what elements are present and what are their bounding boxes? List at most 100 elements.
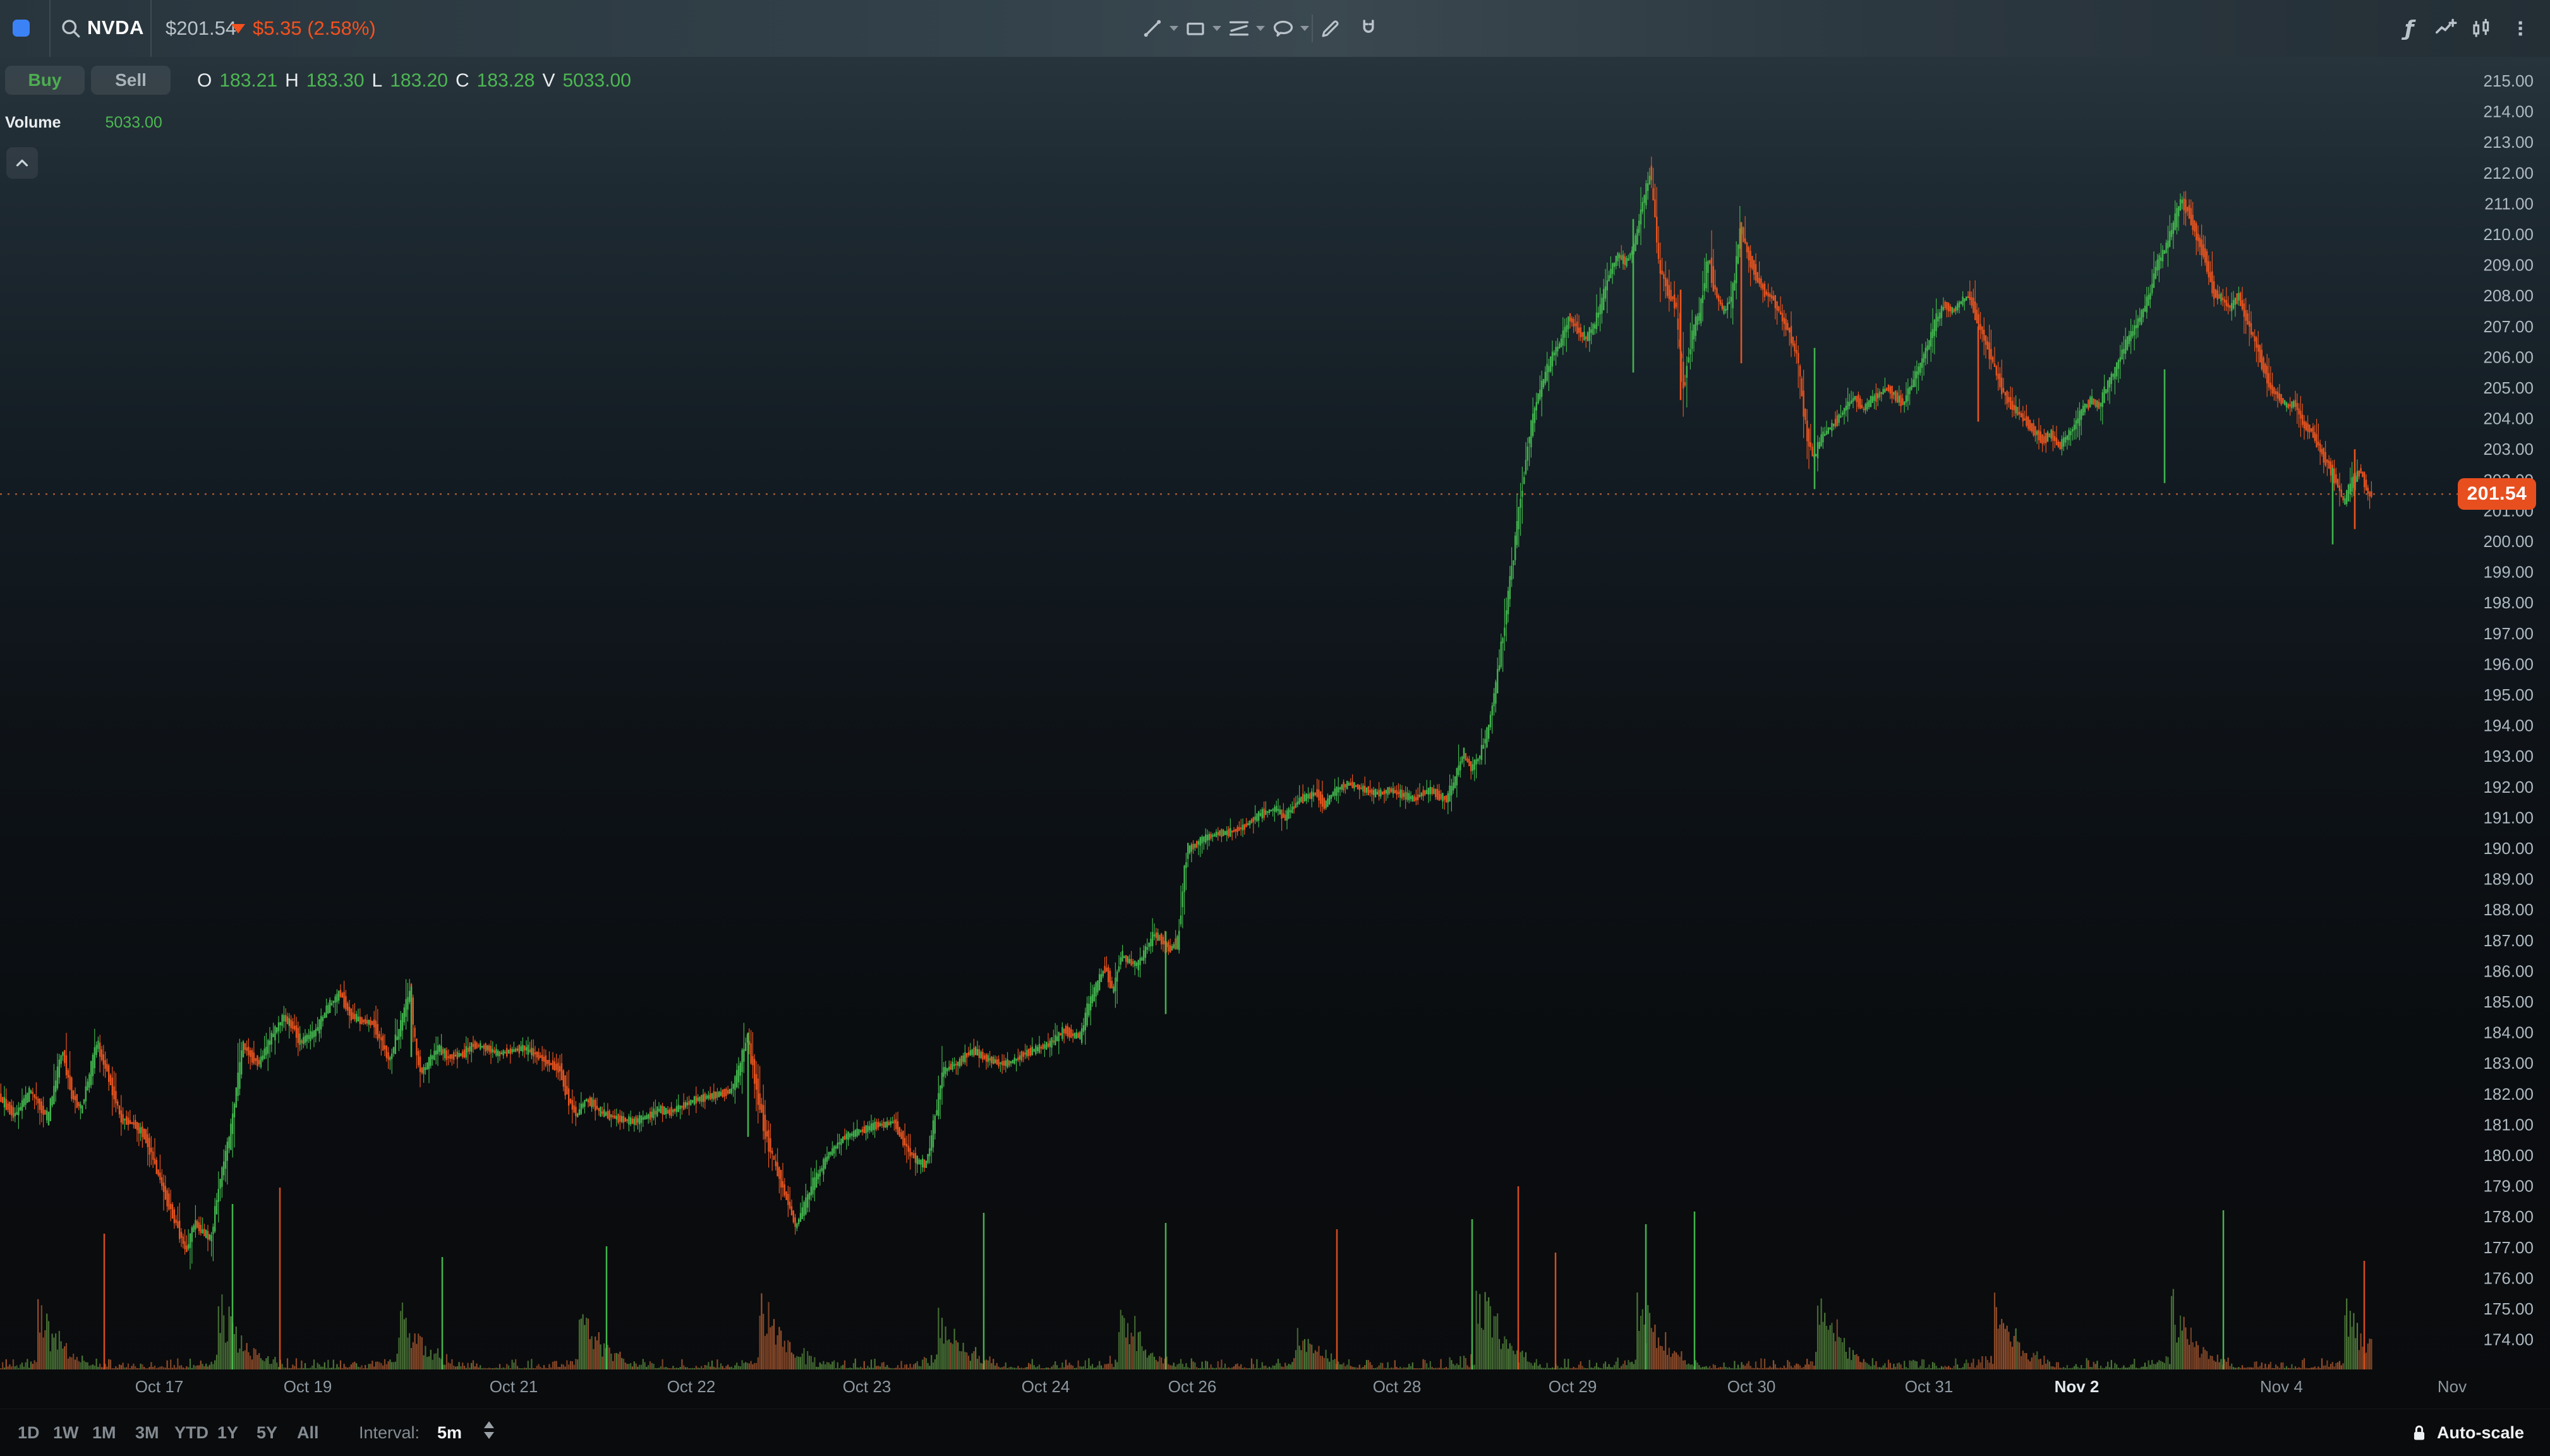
time-tick-label: Nov 4: [2260, 1377, 2303, 1396]
divider: [150, 0, 152, 57]
chevron-down-icon[interactable]: [1212, 26, 1221, 31]
magnet-icon: [1363, 20, 1374, 33]
price-tick-label: 187.00: [2483, 931, 2534, 950]
fib-retracement-tool[interactable]: [1228, 15, 1265, 42]
last-price: $201.54: [166, 17, 237, 39]
comment-bubble-icon: [1273, 20, 1293, 37]
price-tick-label: 195.00: [2483, 685, 2534, 704]
price-tick-label: 180.00: [2483, 1146, 2534, 1165]
sell-button[interactable]: Sell: [91, 66, 171, 95]
range-button-ytd[interactable]: YTD: [174, 1423, 208, 1442]
time-tick-label: Oct 31: [1905, 1377, 1954, 1396]
time-tick-label: Oct 24: [1022, 1377, 1070, 1396]
price-tick-label: 199.00: [2483, 563, 2534, 582]
chart-style-button[interactable]: [2469, 15, 2493, 42]
close-value: 183.28: [476, 70, 535, 91]
bottom-toolbar: 1D 1W 1M 3M YTD 1Y 5Y All Interval: 5m A…: [0, 1409, 2550, 1456]
divider: [1312, 15, 1313, 42]
trend-line-icon: [1144, 20, 1161, 37]
range-button-1w[interactable]: 1W: [53, 1423, 79, 1442]
time-tick-label: Oct 29: [1549, 1377, 1597, 1396]
price-tick-label: 191.00: [2483, 808, 2534, 827]
range-button-3m[interactable]: 3M: [135, 1423, 159, 1442]
collapse-panel-button[interactable]: [6, 147, 38, 179]
range-button-1y[interactable]: 1Y: [217, 1423, 239, 1442]
price-tick-label: 208.00: [2483, 286, 2534, 305]
app-logo[interactable]: [13, 20, 30, 37]
range-button-5y[interactable]: 5Y: [257, 1423, 278, 1442]
volume-indicator-value: 5033.00: [105, 114, 162, 131]
kebab-menu-icon: [2518, 21, 2522, 36]
candlestick-style-icon: [2473, 18, 2489, 37]
range-button-1m[interactable]: 1M: [92, 1423, 116, 1442]
draw-tool[interactable]: [1319, 15, 1342, 42]
chart-area[interactable]: 215.00 214.00 213.00 212.00 211.00 210.00 209.…: [0, 57, 2550, 1409]
symbol-ticker[interactable]: NVDA: [87, 16, 144, 39]
chevron-down-icon[interactable]: [1169, 26, 1178, 31]
time-tick-label: Oct 17: [135, 1377, 184, 1396]
price-tick-label: 193.00: [2483, 747, 2534, 766]
volume-label-letter: V: [542, 70, 555, 91]
compare-button[interactable]: [2434, 15, 2458, 42]
price-tick-label: 189.00: [2483, 870, 2534, 889]
price-tick-label: 205.00: [2483, 378, 2534, 397]
time-tick-label: Oct 28: [1373, 1377, 1422, 1396]
time-tick-label: Oct 19: [284, 1377, 332, 1396]
autoscale-toggle[interactable]: Auto-scale: [2410, 1409, 2524, 1456]
high-value: 183.30: [306, 70, 365, 91]
price-tick-label: 184.00: [2483, 1023, 2534, 1042]
trend-line-tool[interactable]: [1141, 15, 1178, 42]
price-tick-label: 177.00: [2483, 1238, 2534, 1257]
low-label: L: [372, 70, 383, 91]
svg-text:ƒ: ƒ: [2401, 16, 2416, 40]
price-tick-label: 212.00: [2483, 164, 2534, 183]
range-button-all[interactable]: All: [297, 1423, 319, 1442]
price-tick-label: 203.00: [2483, 440, 2534, 459]
time-tick-label: Oct 21: [490, 1377, 538, 1396]
time-tick-label: Oct 22: [667, 1377, 716, 1396]
time-tick-label: Oct 23: [843, 1377, 891, 1396]
price-tick-label: 192.00: [2483, 778, 2534, 797]
rectangle-tool[interactable]: [1184, 15, 1221, 42]
price-tick-label: 210.00: [2483, 225, 2534, 244]
chevron-up-icon: [16, 159, 28, 167]
price-tick-label: 194.00: [2483, 716, 2534, 735]
range-button-1d[interactable]: 1D: [18, 1423, 40, 1442]
stepper-up-icon[interactable]: [484, 1421, 494, 1428]
candlestick-chart-canvas[interactable]: 215.00 214.00 213.00 212.00 211.00 210.00 209.…: [0, 57, 2550, 1409]
price-tick-label: 197.00: [2483, 624, 2534, 643]
more-menu-button[interactable]: [2510, 15, 2531, 42]
autoscale-label: Auto-scale: [2437, 1423, 2525, 1442]
price-tick-label: 215.00: [2483, 71, 2534, 90]
high-label: H: [285, 70, 299, 91]
price-tick-label: 196.00: [2483, 654, 2534, 673]
compare-add-icon: [2436, 18, 2457, 34]
time-tick-label: Nov 2: [2055, 1377, 2100, 1396]
chevron-down-icon[interactable]: [1300, 26, 1309, 31]
interval-stepper[interactable]: [484, 1421, 494, 1439]
indicators-button[interactable]: ƒ: [2400, 15, 2424, 42]
buy-button[interactable]: Buy: [5, 66, 85, 95]
stepper-down-icon[interactable]: [484, 1432, 494, 1439]
current-price-tag: 201.54: [2458, 478, 2536, 510]
close-label: C: [456, 70, 469, 91]
ohlc-readout: O 183.21 H 183.30 L 183.20 C 183.28 V 50…: [197, 69, 631, 92]
price-change: $5.35 (2.58%): [253, 17, 376, 39]
volume-indicator-label[interactable]: Volume: [5, 114, 61, 131]
time-tick-label: Oct 30: [1727, 1377, 1776, 1396]
chevron-down-icon[interactable]: [1256, 26, 1265, 31]
price-tick-label: 176.00: [2483, 1268, 2534, 1287]
magnet-tool[interactable]: [1357, 15, 1380, 42]
time-tick-label: Oct 26: [1168, 1377, 1217, 1396]
interval-label: Interval:: [359, 1423, 420, 1442]
annotation-tool[interactable]: [1272, 15, 1309, 42]
interval-value[interactable]: 5m: [437, 1423, 462, 1442]
price-tick-label: 182.00: [2483, 1085, 2534, 1104]
price-axis[interactable]: [2458, 57, 2550, 1369]
price-down-arrow-icon: [231, 24, 245, 33]
search-icon[interactable]: [59, 17, 82, 40]
lock-icon: [2414, 1425, 2425, 1440]
price-tick-label: 204.00: [2483, 409, 2534, 428]
rectangle-icon: [1187, 22, 1204, 35]
price-tick-label: 190.00: [2483, 839, 2534, 858]
